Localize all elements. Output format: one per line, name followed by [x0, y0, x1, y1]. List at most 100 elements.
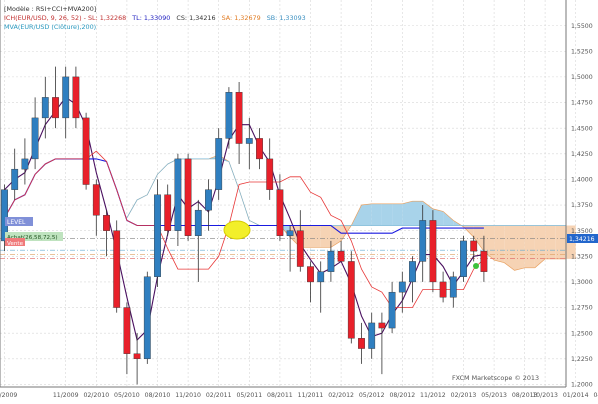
x-tick-label: 05/2009	[0, 392, 17, 399]
candle-body-bear	[52, 97, 59, 119]
candle	[164, 184, 172, 236]
cloud-segment	[361, 203, 372, 226]
candle-body-bull	[449, 276, 457, 298]
x-tick-label: 05/2013	[481, 392, 507, 399]
candle-body-bull	[398, 281, 406, 293]
candle-body-bear	[164, 194, 172, 231]
candle	[52, 66, 59, 129]
candle-body-bear	[337, 250, 345, 262]
cloud-segment	[494, 225, 505, 263]
cloud-segment	[473, 225, 484, 252]
highlight-marker	[223, 220, 251, 240]
candle	[358, 322, 365, 364]
candle-body-bear	[378, 322, 386, 329]
candle	[31, 97, 39, 170]
x-tick-label: 08/2010	[145, 392, 171, 399]
cloud-segment	[514, 225, 525, 271]
candle	[123, 302, 131, 375]
x-tick-label: 11/2010	[175, 392, 201, 399]
candle-body-bull	[1, 189, 8, 242]
ichimoku-label: ICH(EUR/USD, 9, 26, 52) -	[4, 14, 88, 22]
x-tick-label: 08/2011	[267, 392, 293, 399]
left-tags: LEVEL Achat(26,58,72,5) Vente	[5, 217, 63, 247]
candle	[256, 128, 263, 170]
candle	[103, 210, 110, 257]
x-tick-label: 02/2011	[206, 392, 232, 399]
x-tick-label: 11/2011	[298, 392, 324, 399]
candle-body-bear	[82, 117, 90, 185]
candle	[184, 153, 192, 241]
candle	[429, 210, 437, 293]
candle-body-bull	[205, 189, 212, 211]
y-tick-label: 1,5250	[571, 48, 593, 55]
candle-body-bear	[429, 220, 437, 283]
sa-value: SA: 1,32679	[222, 14, 261, 22]
sell-tag-bg	[5, 238, 25, 246]
candle	[205, 179, 212, 231]
candle	[439, 271, 447, 303]
candle	[460, 235, 467, 282]
candle	[398, 271, 406, 313]
cloud-segment	[381, 203, 393, 226]
cloud-segment	[412, 201, 423, 226]
level-tag-bg	[5, 217, 33, 226]
candle	[286, 225, 294, 272]
cloud-segment	[310, 225, 321, 248]
x-tick-label: 11/2012	[420, 392, 446, 399]
y-tick-label: 1,3500	[571, 228, 593, 235]
cloud-segment	[402, 201, 413, 226]
candle-body-bull	[388, 291, 396, 329]
x-tick-label: 08/2012	[389, 392, 415, 399]
candle	[480, 235, 488, 282]
y-tick-label: 1,2000	[571, 382, 593, 389]
header-line-1: [Modèle : RSI+CCI+MVA200]	[4, 5, 96, 13]
x-tick-label: 05/2011	[236, 392, 262, 399]
candle-body-bear	[276, 189, 284, 236]
candle-body-bear	[480, 250, 488, 272]
y-tick-label: 1,4250	[571, 151, 593, 158]
candle-body-bear	[470, 240, 478, 252]
candle-body-bear	[133, 353, 141, 360]
candle-body-bear	[358, 338, 365, 349]
candle-body-bull	[174, 158, 182, 231]
candle-body-bear	[72, 76, 80, 119]
tl-value: TL: 1,33090	[131, 14, 170, 22]
time-axis: 05/2009 11/2009 02/2010 05/2010 08/2010 11/20…	[0, 392, 598, 399]
candle-body-bear	[123, 307, 131, 354]
candle	[307, 261, 314, 303]
candle-body-bull	[409, 261, 416, 283]
cloud-segment	[555, 225, 566, 259]
candle-body-bull	[11, 168, 19, 190]
candle-body-bull	[143, 276, 151, 360]
candle-body-bear	[92, 184, 100, 216]
candle	[174, 153, 182, 247]
price-tag: 1,34216	[569, 236, 595, 243]
cloud-segment	[504, 225, 515, 271]
candle	[11, 148, 19, 200]
candle	[235, 82, 243, 165]
candle-body-bull	[154, 194, 161, 277]
sb-value: SB: 1,33093	[267, 14, 306, 22]
sl-value: SL: 1,32268	[88, 14, 126, 22]
candle	[72, 66, 80, 129]
candle	[378, 312, 386, 375]
candle	[225, 87, 233, 149]
x-tick-label: 11/2009	[53, 392, 79, 399]
candle	[317, 261, 325, 313]
candle	[194, 199, 202, 282]
candle-body-bull	[194, 209, 202, 236]
y-tick-label: 1,2250	[571, 356, 593, 363]
cloud-segment	[320, 225, 331, 248]
y-tick-label: 1,4000	[571, 177, 593, 184]
price-tag-bg	[567, 234, 598, 243]
candle-body-bull	[225, 92, 233, 139]
y-tick-label: 1,2750	[571, 305, 593, 312]
x-tick-label: 04/2014	[593, 392, 598, 399]
y-tick-label: 1,3000	[571, 279, 593, 286]
candles	[1, 66, 488, 385]
buy-tag-bg	[5, 232, 63, 241]
x-tick-label: 05/2012	[359, 392, 385, 399]
